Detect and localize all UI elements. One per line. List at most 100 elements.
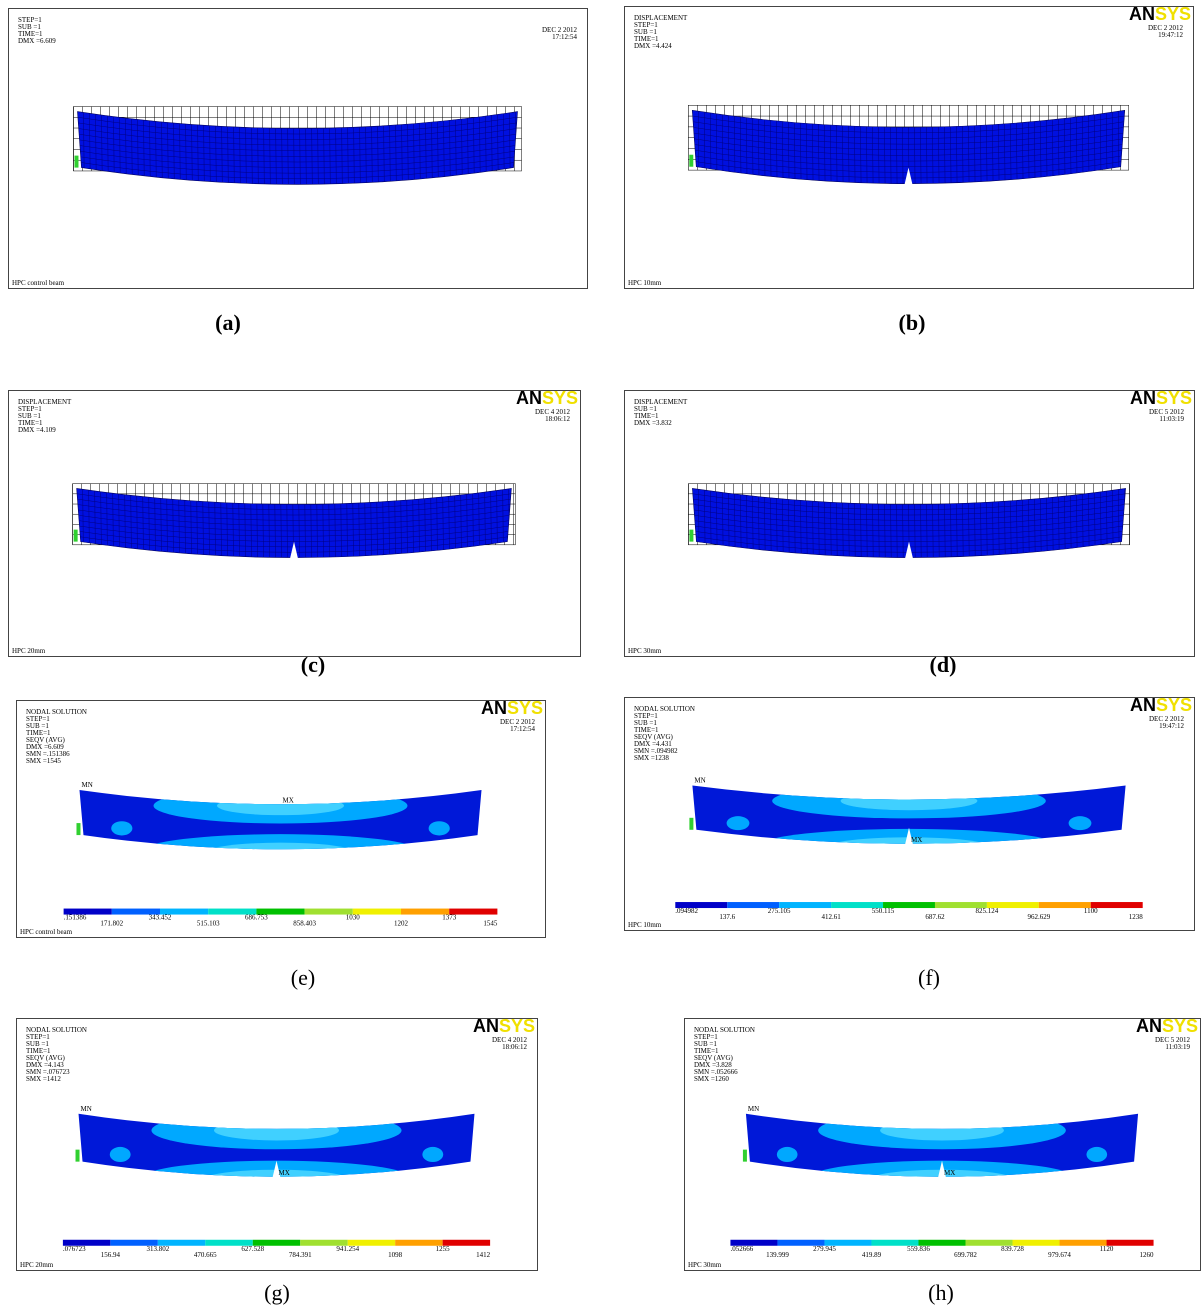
- header-line: SEQV (AVG): [26, 736, 65, 744]
- mesh-line: [788, 110, 790, 184]
- time: 17:12:54: [552, 33, 577, 41]
- caption: (f): [918, 965, 940, 990]
- header-line: TIME=1: [18, 30, 43, 38]
- mesh-line: [704, 488, 706, 558]
- mesh-line: [1118, 110, 1120, 184]
- mesh-line: [479, 111, 481, 185]
- time: 19:47:12: [1158, 31, 1183, 39]
- mesh-line: [130, 488, 132, 558]
- legend-swatch: [831, 902, 884, 909]
- stress-band: [141, 1160, 412, 1177]
- logo: ANSYS: [481, 698, 543, 718]
- header-line: NODAL SOLUTION: [694, 1026, 755, 1034]
- legend-label: 1098: [388, 1251, 403, 1259]
- logo: ANSYS: [1129, 4, 1191, 24]
- footer: HPC 10mm: [628, 921, 662, 929]
- mesh-line: [710, 488, 712, 558]
- mesh-line: [443, 111, 445, 185]
- mesh-line: [125, 111, 127, 185]
- mesh-line: [728, 488, 730, 558]
- mesh-line: [758, 110, 760, 184]
- legend-swatch: [918, 1239, 966, 1246]
- mesh-line: [496, 488, 498, 558]
- legend-swatch: [62, 1239, 111, 1246]
- mesh-line: [716, 488, 718, 558]
- footer: HPC 20mm: [12, 647, 46, 655]
- support: [689, 817, 694, 830]
- footer: HPC control beam: [12, 279, 65, 287]
- mesh-line: [154, 488, 156, 558]
- legend-swatch: [252, 1239, 301, 1246]
- legend-swatch: [352, 908, 401, 915]
- mesh-line: [76, 520, 512, 537]
- header-line: SUB =1: [694, 1040, 717, 1048]
- header-line: STEP=1: [634, 21, 658, 29]
- logo-part: AN: [1129, 4, 1155, 24]
- mesh-line: [455, 111, 457, 185]
- legend-label: 1100: [1084, 907, 1098, 915]
- mesh-line: [692, 143, 1125, 162]
- header-line: SUB =1: [18, 23, 41, 31]
- header-line: TIME=1: [26, 729, 51, 737]
- mesh-line: [449, 111, 451, 185]
- logo: ANSYS: [516, 388, 578, 408]
- header-line: SMX =1260: [694, 1075, 729, 1083]
- mesh-line: [460, 488, 462, 558]
- mesh-line: [746, 488, 748, 558]
- legend-label: 156.94: [101, 1251, 121, 1259]
- header-line: DMX =4.431: [634, 740, 672, 748]
- stress-band: [776, 1146, 798, 1163]
- mesh-line: [124, 488, 126, 558]
- legend-label: 550.115: [872, 907, 895, 915]
- header-line: SEQV (AVG): [634, 733, 673, 741]
- stress-band: [428, 821, 450, 836]
- stress-band: [829, 837, 989, 844]
- header-line: STEP=1: [694, 1033, 718, 1041]
- header-line: SUB =1: [634, 405, 657, 413]
- mesh-line: [485, 111, 487, 185]
- caption: (a): [215, 310, 241, 335]
- legend-label: 275.105: [768, 907, 791, 915]
- header-line: SEQV (AVG): [26, 1054, 65, 1062]
- notch: [904, 167, 913, 185]
- mesh-line: [752, 110, 754, 184]
- caption: (c): [301, 652, 325, 677]
- legend-swatch: [934, 902, 987, 909]
- date: DEC 2 2012: [1148, 24, 1184, 32]
- header-line: STEP=1: [18, 405, 42, 413]
- legend-swatch: [1059, 1239, 1107, 1246]
- mesh-line: [94, 488, 96, 558]
- legend-label: 825.124: [976, 907, 999, 915]
- mesh-line: [728, 110, 730, 184]
- header-line: TIME=1: [18, 419, 43, 427]
- caption: (h): [928, 1280, 954, 1305]
- header-line: SMN =.052666: [694, 1068, 738, 1076]
- header-line: DMX =6.609: [26, 743, 64, 751]
- mesh-line: [1112, 110, 1114, 184]
- header-line: DMX =6.609: [18, 37, 56, 45]
- caption: (d): [930, 652, 957, 677]
- mesh-line: [692, 115, 1125, 134]
- notch: [290, 541, 298, 559]
- stress-band: [726, 816, 750, 831]
- stress-band: [1086, 1146, 1108, 1163]
- mesh-line: [161, 111, 163, 185]
- mesh-line: [478, 488, 480, 558]
- legend-swatch: [395, 1239, 443, 1246]
- legend-swatch: [986, 902, 1039, 909]
- header-line: SUB =1: [26, 722, 49, 730]
- legend-swatch: [965, 1239, 1013, 1246]
- legend-swatch: [727, 902, 780, 909]
- legend-label: 858.403: [293, 920, 316, 928]
- mesh-line: [1106, 110, 1108, 184]
- header-line: NODAL SOLUTION: [26, 1026, 87, 1034]
- legend-label: 137.6: [719, 913, 735, 921]
- date: DEC 4 2012: [535, 408, 571, 416]
- mesh-line: [746, 110, 748, 184]
- mesh-line: [722, 110, 724, 184]
- mesh-line: [77, 128, 518, 146]
- mesh-line: [448, 488, 450, 558]
- notch: [272, 1160, 281, 1178]
- legend-swatch: [205, 1239, 253, 1246]
